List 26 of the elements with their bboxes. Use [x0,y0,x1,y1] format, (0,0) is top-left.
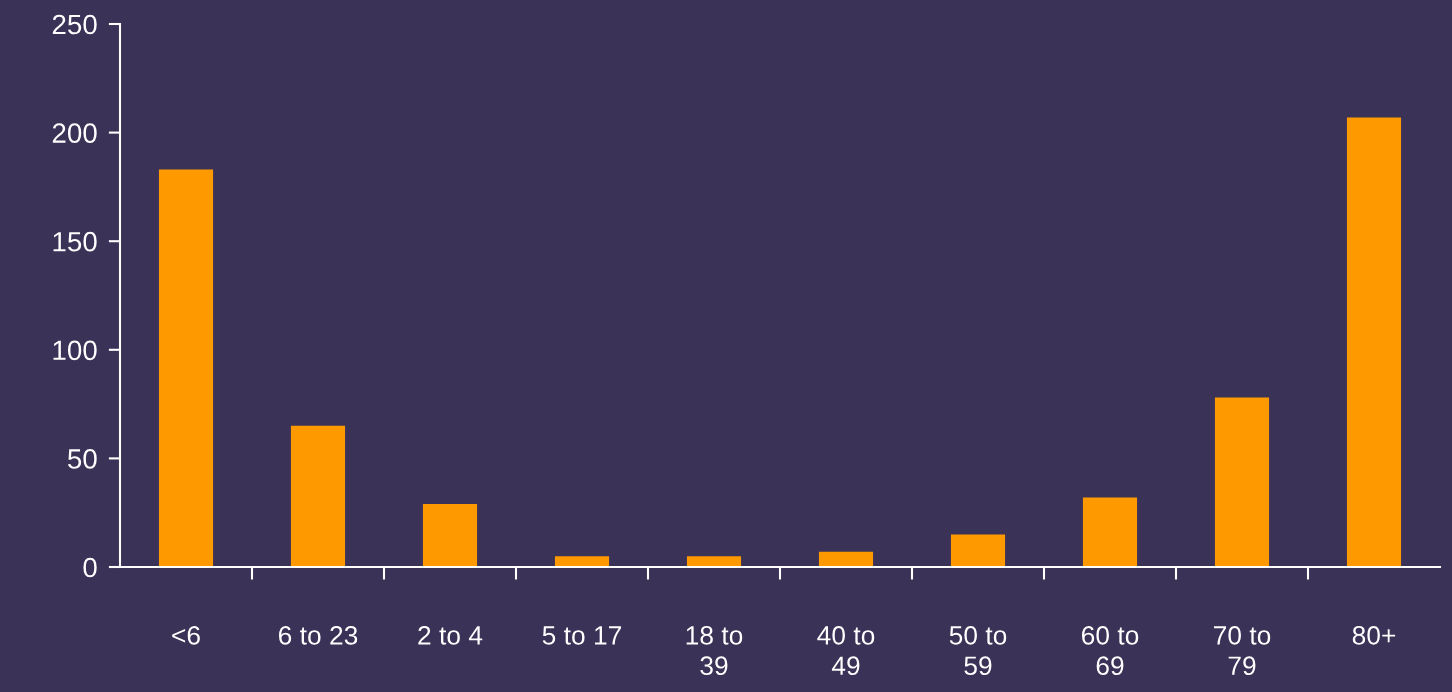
y-tick-label: 250 [52,14,97,35]
x-tick-label: 70 to 79 [1214,626,1271,676]
y-tick-label: 200 [52,123,97,143]
y-tick-label: 0 [83,557,97,578]
bar [290,425,346,567]
x-tick-label: 40 to 49 [817,626,875,676]
x-tick-label: 80+ [1352,626,1396,645]
x-tick-label: 50 to 59 [949,626,1007,676]
x-tick-label: 5 to 17 [542,626,622,645]
bar [950,534,1006,567]
bar [1346,117,1402,567]
bar [686,556,742,567]
x-tick-label: <6 [172,626,200,645]
bar [1214,397,1270,567]
y-tick-label: 150 [53,231,97,252]
x-tick-label: 6 to 23 [278,626,358,645]
bar [1082,497,1138,567]
bar [818,551,874,567]
y-tick-label: 100 [53,340,97,361]
bar [422,504,478,567]
bar [158,169,214,567]
bar [554,556,610,567]
y-tick-label: 50 [67,449,97,469]
x-tick-label: 18 to 39 [686,626,743,676]
x-tick-label: 60 to 69 [1082,626,1139,676]
x-tick-label: 2 to 4 [418,626,483,645]
